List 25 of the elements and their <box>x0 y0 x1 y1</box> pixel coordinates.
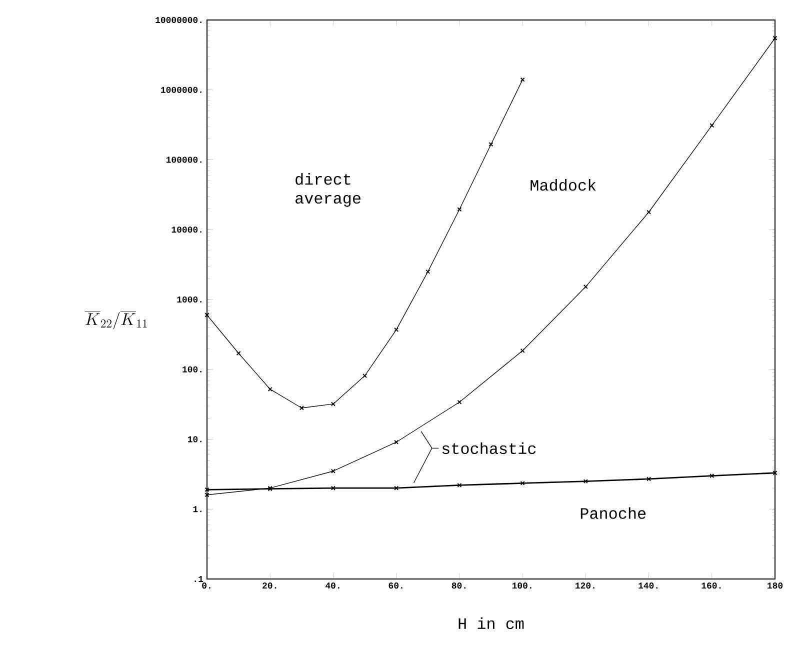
y-tick-label: 1000. <box>177 296 202 303</box>
y-tick-label: 1000000. <box>161 86 202 93</box>
x-tick-label: 120. <box>576 582 594 589</box>
y-tick-label: 10. <box>188 436 202 442</box>
annotation: direct average <box>296 173 360 207</box>
y-tick-label: 10000000. <box>156 16 202 24</box>
y-axis-title: $\overline{K}_{22}/\overline{K}_{11}$ <box>84 312 147 330</box>
annotation: stochastic <box>442 442 536 454</box>
x-axis-title: H in cm <box>458 617 524 630</box>
x-tick-label: 180 <box>768 582 783 589</box>
y-tick-label: 100000. <box>166 156 202 163</box>
y-tick-label: 100. <box>182 366 202 372</box>
annotation: Panoche <box>580 507 646 519</box>
x-tick-label: 100. <box>512 582 532 589</box>
annotation: Maddock <box>530 179 596 191</box>
x-tick-label: 20. <box>262 582 276 589</box>
x-tick-label: 60. <box>388 582 402 589</box>
x-tick-label: 80. <box>452 582 466 589</box>
y-tick-label: 1. <box>193 506 202 512</box>
y-tick-label: 10000. <box>172 226 202 233</box>
x-tick-label: 160. <box>702 582 721 589</box>
x-tick-label: 140. <box>638 582 658 589</box>
y-tick-label: .1 <box>194 576 204 582</box>
x-tick-label: 40. <box>325 582 340 589</box>
x-tick-label: 0. <box>202 582 210 589</box>
